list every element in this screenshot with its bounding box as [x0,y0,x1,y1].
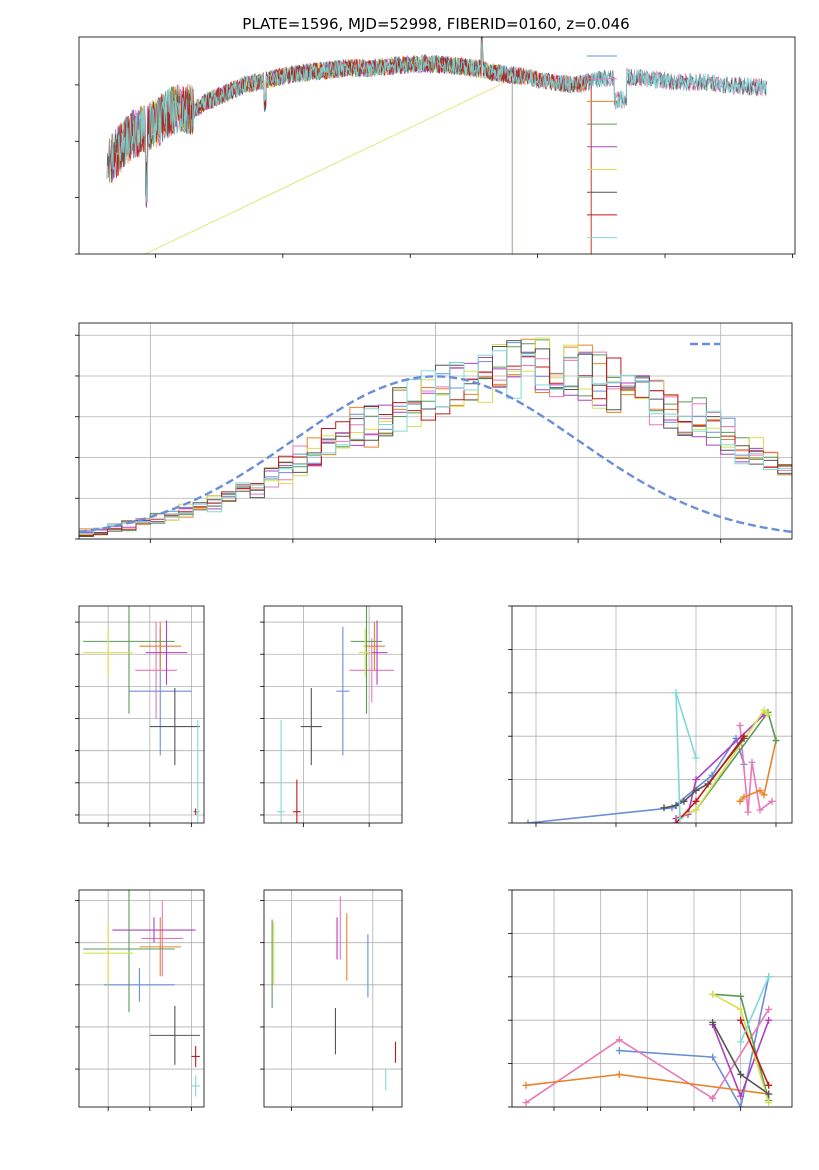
weight-marker [672,689,680,697]
axes-frame [263,605,403,824]
panel-age_vs_mass [260,605,403,827]
weight-marker [744,808,752,816]
axes-frame [263,889,403,1108]
weight-marker [672,819,680,823]
weight-marker [660,804,668,812]
weight-marker [760,706,768,714]
weight-marker [736,797,744,805]
weight-marker [756,786,764,794]
weight-marker [765,1016,773,1024]
weight-marker [765,973,773,981]
weight-marker [765,1099,773,1107]
panel-spectrum [75,36,796,258]
weight-series-8 [739,976,770,1043]
axes-frame [78,322,793,540]
weight-marker [709,1018,717,1026]
plot-area [522,973,773,1107]
weight-marker [615,1070,623,1078]
weight-marker [692,786,700,794]
weight-marker [737,1103,745,1107]
weight-marker [615,1036,623,1044]
weight-marker [668,804,676,812]
figure-title: PLATE=1596, MJD=52998, FIBERID=0160, z=0… [242,15,629,33]
panel-mass_weight_vs_age [508,605,793,827]
weight-marker [756,806,764,814]
weight-marker [737,992,745,1000]
panel-mass_vs_EBV [260,889,403,1111]
plot-area [79,337,792,537]
plot-area [106,37,768,254]
weight-marker [522,1081,530,1089]
panel-mass_weight_vs_Z [508,889,793,1111]
plot-area [83,606,200,823]
plot-area [524,689,780,823]
weight-marker [692,797,700,805]
weight-marker [737,1038,745,1046]
weight-marker [522,1099,530,1107]
weight-marker [737,1005,745,1013]
weight-marker [692,776,700,784]
plot-area [271,896,397,1091]
legend [587,55,617,239]
weight-marker [692,754,700,762]
weight-marker [524,819,532,823]
weight-marker [740,793,748,801]
axes-frame [511,889,793,1108]
gaussian-curve [79,375,792,534]
axes-frame [78,889,205,1108]
weight-series-1 [525,1008,770,1104]
weight-marker [737,1016,745,1024]
panel-residual_histogram [75,322,793,543]
weight-marker [748,758,756,766]
weight-marker [676,815,684,823]
axes-frame [78,605,205,824]
panel-mass_vs_Z [75,889,205,1111]
weight-marker [680,797,688,805]
weight-marker [765,1090,773,1098]
axes-frame [78,36,796,255]
weight-marker [615,1047,623,1055]
weight-marker [737,1092,745,1100]
plot-area [277,606,395,823]
axes-frame [511,605,793,824]
histogram-series-8 [79,350,792,535]
panel-age_vs_Z [75,605,205,827]
weight-marker [772,737,780,745]
weight-series-5 [679,708,769,818]
spectrum-series-8 [110,38,768,202]
weight-marker [765,1005,773,1013]
histogram-series-7 [79,356,792,537]
weight-marker [709,1094,717,1102]
spectrum-series-6 [106,37,767,196]
weight-marker [740,732,748,740]
weight-marker [768,797,776,805]
weight-marker [765,1081,773,1089]
weight-marker [709,1053,717,1061]
weight-marker [737,1070,745,1078]
weight-marker [692,806,700,814]
plot-area [83,890,200,1097]
weight-series-0 [619,976,770,1107]
weight-marker [709,990,717,998]
weight-marker [736,721,744,729]
weight-marker [760,791,768,799]
weight-marker [672,802,680,810]
weight-marker [764,711,772,718]
